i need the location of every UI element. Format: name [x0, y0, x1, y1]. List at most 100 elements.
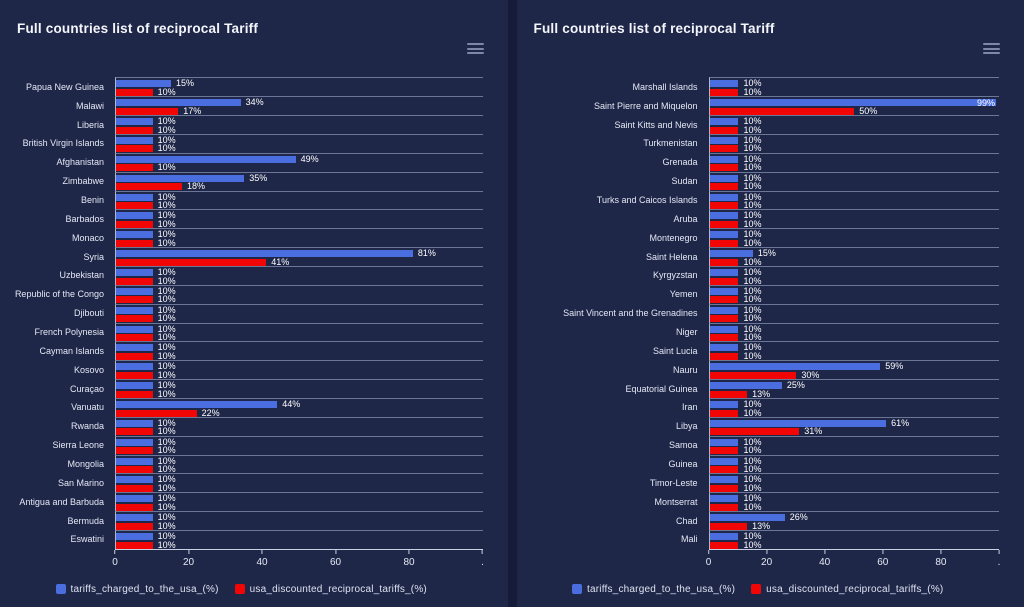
red-bar — [709, 145, 739, 153]
blue-bar — [709, 419, 887, 427]
axis-gutter — [517, 549, 709, 571]
red-bar — [116, 164, 153, 172]
bar-line: 18% — [116, 182, 483, 191]
bar-value-label: 10% — [743, 153, 762, 164]
bar-line: 10% — [116, 163, 483, 172]
country-label: Samoa — [668, 440, 698, 451]
bar-line: 10% — [709, 305, 1000, 314]
bar-track: 15% 10% — [708, 247, 999, 266]
country-row: Aruba 10% 10% — [517, 209, 1000, 228]
country-row: Kyrgyzstan 10% 10% — [517, 266, 999, 286]
country-label: Saint Vincent and the Grenadines — [563, 308, 698, 319]
country-row: Kosovo 10% 10% — [0, 360, 483, 379]
bar-value-label: 44% — [282, 399, 301, 410]
country-label: British Virgin Islands — [22, 138, 104, 149]
x-axis-tick: 20 — [761, 550, 772, 568]
red-bar — [116, 296, 153, 304]
bar-track: 10% 10% — [708, 115, 999, 134]
country-label: Yemen — [669, 289, 698, 300]
bar-value-label: 31% — [804, 426, 823, 437]
bar-value-label: 10% — [743, 275, 762, 286]
country-row: Niger 10% 10% — [517, 322, 999, 342]
hamburger-line — [466, 47, 484, 50]
blue-bar — [709, 363, 881, 371]
country-label: Aruba — [673, 213, 698, 224]
legend-item-blue[interactable]: tariffs_charged_to_the_usa_(%) — [572, 584, 735, 595]
tick-label: 40 — [819, 557, 831, 568]
red-bar — [116, 466, 153, 474]
bar-track: 34% 17% — [115, 96, 483, 115]
legend-label: usa_discounted_reciprocal_tariffs_(%) — [766, 583, 944, 595]
tick-label: 20 — [182, 557, 195, 568]
red-bar — [709, 239, 739, 247]
country-row: French Polynesia 10% 10% — [0, 322, 483, 342]
bar-line: 10% — [116, 294, 483, 305]
bar-value-label: 50% — [859, 105, 878, 116]
hamburger-line — [983, 52, 1000, 54]
bar-track: 10% 10% — [708, 284, 1000, 304]
bar-line: 10% — [709, 456, 1000, 465]
country-label: Kosovo — [73, 364, 104, 375]
bar-value-label: 10% — [743, 143, 762, 154]
bar-value-label: 10% — [743, 539, 762, 550]
bar-value-label: 10% — [743, 474, 762, 485]
axis-track: 0 20 40 60 80. — [112, 549, 484, 571]
x-axis-tick: 0 — [706, 550, 711, 568]
bar-value-label: 22% — [201, 407, 220, 418]
bar-track: 15% 10% — [115, 77, 483, 96]
country-label: Kyrgyzstan — [652, 270, 698, 281]
red-bar — [116, 239, 153, 247]
hamburger-menu-icon[interactable] — [466, 41, 484, 56]
bar-line: 41% — [116, 256, 483, 267]
bar-value-label: 41% — [271, 256, 290, 267]
blue-bar — [709, 155, 739, 163]
country-label: Djibouti — [73, 308, 104, 319]
bar-line: 10% — [709, 219, 1000, 228]
bar-value-label: 10% — [743, 531, 762, 542]
blue-bar — [709, 344, 739, 352]
country-row: Equatorial Guinea 25% 13% — [517, 379, 999, 398]
bar-value-label: 10% — [157, 342, 176, 353]
bar-value-label: 10% — [743, 350, 762, 361]
bar-value-label: 10% — [743, 436, 762, 447]
country-row: Guinea 10% 10% — [517, 454, 1000, 474]
bar-line: 10% — [116, 219, 483, 228]
tick-label: 60 — [877, 557, 889, 568]
blue-bar — [709, 533, 739, 541]
bar-line: 81% — [116, 249, 483, 258]
country-label: Saint Helena — [645, 251, 698, 262]
country-row: Saint Helena 15% 10% — [517, 247, 999, 266]
tick-label: 60 — [329, 557, 342, 568]
blue-bar — [116, 212, 153, 220]
bar-line: 10% — [709, 87, 1000, 96]
country-row: Grenada 10% 10% — [517, 152, 1000, 172]
country-label: Nauru — [672, 364, 698, 375]
tick-label: 20 — [761, 557, 773, 568]
red-bar — [116, 390, 153, 398]
bar-line: 10% — [709, 163, 1000, 172]
bar-track: 10% 10% — [115, 133, 483, 153]
bar-value-label: 10% — [157, 134, 176, 145]
bar-line: 35% — [116, 173, 483, 182]
country-row: Malawi 34% 17% — [0, 96, 483, 115]
bar-line: 99% — [709, 99, 1000, 108]
tick-mark — [998, 550, 1000, 554]
blue-bar — [709, 136, 739, 144]
blue-bar — [116, 155, 296, 163]
tick-label: 40 — [256, 557, 268, 568]
legend-item-red[interactable]: usa_discounted_reciprocal_tariffs_(%) — [751, 584, 943, 595]
country-row: Montenegro 10% 10% — [517, 228, 999, 247]
blue-bar — [116, 250, 413, 258]
hamburger-menu-icon[interactable] — [983, 41, 1000, 56]
legend-item-blue[interactable]: tariffs_charged_to_the_usa_(%) — [55, 584, 219, 595]
bar-line: 10% — [709, 143, 1000, 154]
bar-line: 10% — [709, 295, 1000, 304]
bar-line: 10% — [116, 532, 483, 541]
country-label: Cayman Islands — [39, 345, 104, 356]
bar-track: 10% 10% — [708, 530, 999, 550]
bar-track: 10% 10% — [708, 190, 999, 210]
bar-value-label: 10% — [157, 294, 176, 305]
legend-item-red[interactable]: usa_discounted_reciprocal_tariffs_(%) — [234, 584, 427, 595]
chart-card-1: Full countries list of reciprocal Tariff… — [0, 0, 508, 607]
bar-value-label: 10% — [743, 501, 762, 512]
